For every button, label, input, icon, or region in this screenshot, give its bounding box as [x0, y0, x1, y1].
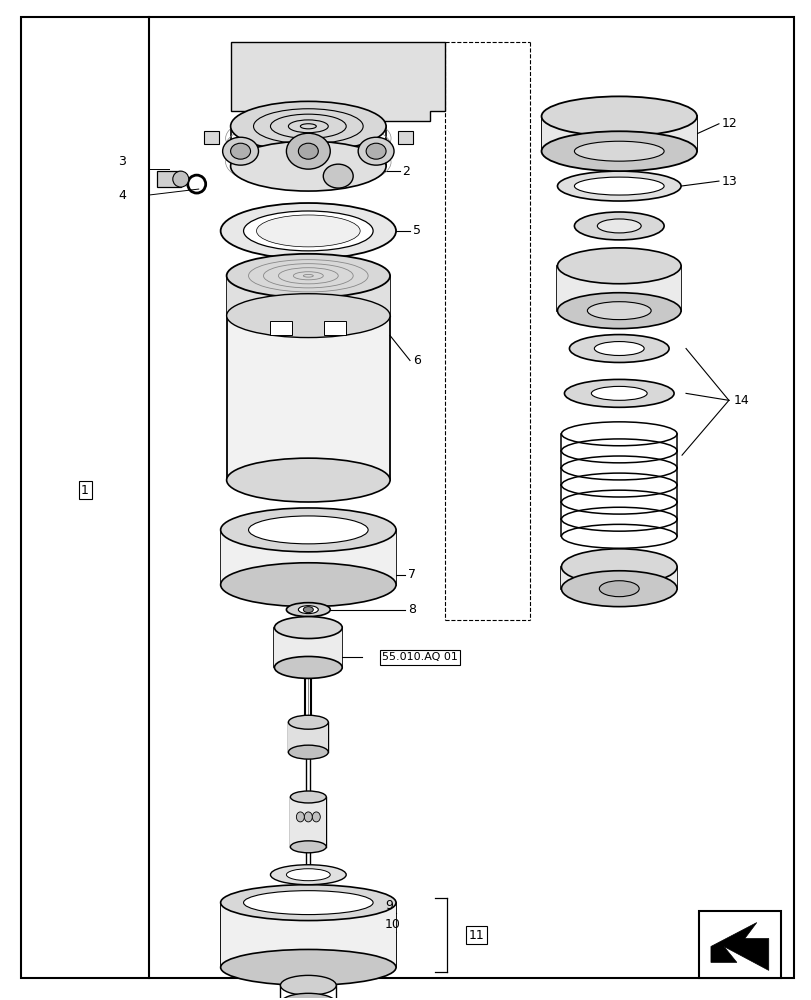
- Text: 10: 10: [384, 918, 401, 931]
- Text: 6: 6: [413, 354, 420, 367]
- Text: 1: 1: [81, 484, 89, 497]
- Ellipse shape: [288, 715, 328, 729]
- Ellipse shape: [560, 571, 676, 607]
- Bar: [290, 797, 326, 847]
- Text: 12: 12: [721, 117, 736, 130]
- Bar: [557, 266, 680, 311]
- Ellipse shape: [290, 791, 326, 803]
- Polygon shape: [204, 131, 218, 144]
- Ellipse shape: [226, 254, 389, 298]
- Ellipse shape: [366, 143, 385, 159]
- Ellipse shape: [557, 171, 680, 201]
- Ellipse shape: [303, 607, 313, 613]
- Ellipse shape: [573, 177, 663, 195]
- Ellipse shape: [590, 386, 646, 400]
- Text: 14: 14: [733, 394, 749, 407]
- Ellipse shape: [286, 133, 330, 169]
- Text: 55.010.AQ 01: 55.010.AQ 01: [381, 652, 457, 662]
- Ellipse shape: [226, 458, 389, 502]
- Bar: [270, 321, 292, 335]
- Ellipse shape: [270, 865, 345, 885]
- Ellipse shape: [296, 812, 304, 822]
- Ellipse shape: [304, 812, 312, 822]
- Text: 9: 9: [384, 899, 393, 912]
- Ellipse shape: [573, 212, 663, 240]
- Bar: [274, 628, 341, 667]
- Ellipse shape: [323, 164, 353, 188]
- Ellipse shape: [573, 141, 663, 161]
- Bar: [541, 116, 696, 151]
- Ellipse shape: [564, 379, 673, 407]
- Text: 8: 8: [407, 603, 415, 616]
- Text: 11: 11: [468, 929, 484, 942]
- Ellipse shape: [221, 563, 396, 607]
- Ellipse shape: [221, 885, 396, 921]
- Bar: [324, 321, 345, 335]
- Ellipse shape: [298, 143, 318, 159]
- Ellipse shape: [248, 516, 367, 544]
- Ellipse shape: [286, 869, 330, 881]
- Ellipse shape: [222, 137, 258, 165]
- Text: 7: 7: [407, 568, 415, 581]
- Ellipse shape: [230, 141, 385, 191]
- Ellipse shape: [256, 215, 360, 247]
- Ellipse shape: [569, 335, 668, 362]
- Text: 4: 4: [118, 189, 126, 202]
- Ellipse shape: [560, 549, 676, 585]
- Bar: [698, 911, 779, 978]
- Bar: [226, 316, 389, 480]
- Bar: [221, 530, 396, 585]
- Ellipse shape: [221, 203, 396, 259]
- Ellipse shape: [298, 606, 318, 614]
- Text: 5: 5: [413, 224, 420, 237]
- Ellipse shape: [243, 891, 372, 915]
- Ellipse shape: [230, 101, 385, 151]
- Ellipse shape: [557, 248, 680, 284]
- Ellipse shape: [221, 508, 396, 552]
- Ellipse shape: [274, 656, 341, 678]
- Polygon shape: [397, 131, 413, 144]
- Ellipse shape: [280, 975, 336, 995]
- Ellipse shape: [557, 293, 680, 329]
- Ellipse shape: [230, 143, 251, 159]
- Polygon shape: [230, 42, 444, 121]
- Ellipse shape: [358, 137, 393, 165]
- Ellipse shape: [286, 603, 330, 617]
- Bar: [288, 722, 328, 752]
- Polygon shape: [710, 923, 768, 970]
- Ellipse shape: [586, 302, 650, 320]
- Text: 3: 3: [118, 155, 126, 168]
- Bar: [226, 276, 389, 316]
- Ellipse shape: [541, 131, 696, 171]
- Ellipse shape: [594, 342, 643, 355]
- Bar: [221, 903, 396, 967]
- Polygon shape: [157, 171, 181, 187]
- Ellipse shape: [599, 581, 638, 597]
- Ellipse shape: [221, 949, 396, 985]
- Ellipse shape: [312, 812, 320, 822]
- Ellipse shape: [541, 96, 696, 136]
- Ellipse shape: [173, 171, 188, 187]
- Ellipse shape: [280, 993, 336, 1000]
- Text: 13: 13: [721, 175, 736, 188]
- Ellipse shape: [597, 219, 641, 233]
- Ellipse shape: [226, 294, 389, 338]
- Ellipse shape: [243, 211, 372, 251]
- Bar: [560, 567, 676, 589]
- Ellipse shape: [274, 617, 341, 639]
- Text: 2: 2: [401, 165, 410, 178]
- Ellipse shape: [288, 745, 328, 759]
- Ellipse shape: [290, 841, 326, 853]
